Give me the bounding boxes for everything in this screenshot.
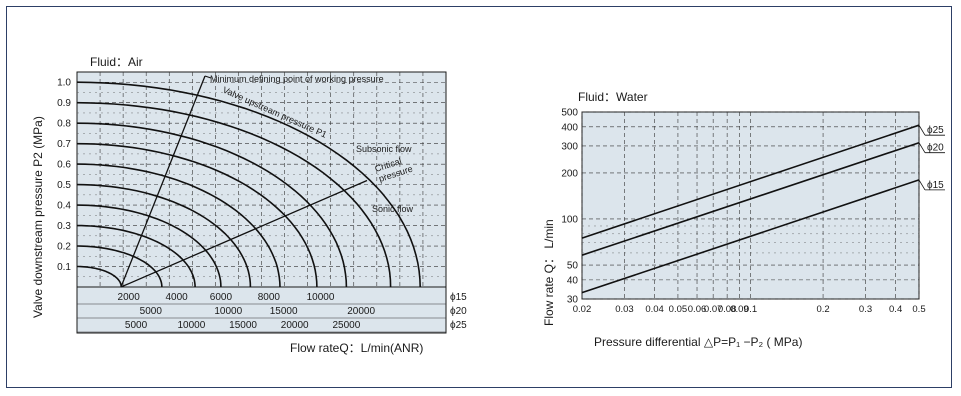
- air-y-ticks: 1.0 0.9 0.8 0.7 0.6 0.5 0.4 0.3 0.2 0.1: [57, 78, 71, 273]
- air-y-tick-label: 0.6: [57, 160, 71, 171]
- water-series-leader: [918, 124, 926, 136]
- water-y-tick-label: 50: [567, 261, 579, 272]
- water-x-tick-label: 0.2: [816, 304, 829, 315]
- flow-scale-tick-label: 5000: [125, 320, 148, 331]
- air-y-tick-label: 0.5: [57, 180, 71, 191]
- water-x-tick-label: 0.02: [573, 304, 592, 315]
- air-chart-title: Fluid：Air: [90, 55, 143, 69]
- water-y-tick-label: 200: [561, 168, 578, 179]
- water-y-tick-label: 40: [567, 275, 579, 286]
- air-y-tick-label: 0.4: [57, 201, 71, 212]
- water-y-axis-label: Flow rate Q： L/min: [542, 219, 556, 326]
- flow-scale-tick-label: 10000: [307, 292, 335, 303]
- water-x-tick-label: 0.09: [730, 304, 749, 315]
- water-chart-title: Fluid：Water: [578, 90, 648, 104]
- flow-scale-tick-label: 6000: [210, 292, 233, 303]
- water-x-tick-label: 0.3: [859, 304, 872, 315]
- water-x-tick-label: 0.04: [645, 304, 664, 315]
- air-y-tick-label: 0.8: [57, 119, 71, 130]
- water-series-label: ϕ25: [927, 125, 944, 136]
- air-flow-scales: 2000 4000 6000 8000 10000 ϕ15 5000 10000 15000 20…: [77, 292, 467, 333]
- flow-scale-tick-label: 10000: [214, 306, 242, 317]
- pressure-curve: [76, 101, 392, 288]
- water-y-tick-label: 100: [561, 214, 578, 225]
- water-series-leader: [918, 179, 926, 191]
- flow-scale-tick-label: 5000: [140, 306, 163, 317]
- flow-scale-tick-label: 10000: [177, 320, 205, 331]
- pressure-curve: [76, 142, 318, 288]
- water-x-axis-label: Pressure differential △P=P₁ −P₂ ( MPa): [594, 335, 802, 349]
- annotation-subsonic: Subsonic flow: [356, 144, 412, 154]
- min-working-pressure-line: [120, 75, 206, 288]
- water-series-line: [581, 141, 920, 256]
- pressure-curve: [76, 163, 281, 288]
- air-y-tick-label: 0.9: [57, 98, 71, 109]
- water-x-tick-label: 0.03: [615, 304, 634, 315]
- water-x-tick-label: 0.06: [688, 304, 707, 315]
- annotation-sonic: Sonic flow: [372, 204, 414, 214]
- water-x-tick-label: 0.05: [669, 304, 688, 315]
- pressure-curve: [76, 245, 163, 288]
- flow-scale-tick-label: 15000: [229, 320, 257, 331]
- flow-scale-tick-label: 2000: [118, 292, 141, 303]
- air-y-tick-label: 0.7: [57, 139, 71, 150]
- water-x-tick-label: 0.5: [912, 304, 925, 315]
- air-flow-scale-area: [76, 286, 447, 334]
- flow-scale-tick-label: 8000: [258, 292, 281, 303]
- air-y-tick-label: 1.0: [57, 78, 71, 89]
- air-y-tick-label: 0.3: [57, 221, 71, 232]
- water-y-tick-label: 300: [561, 141, 578, 152]
- water-x-tick-label: 0.07: [704, 304, 723, 315]
- air-curves: [76, 75, 421, 288]
- air-x-axis-label: Flow rateQ：L/min(ANR): [290, 341, 423, 355]
- air-y-tick-label: 0.1: [57, 262, 71, 273]
- flow-scale-name: ϕ15: [450, 292, 467, 303]
- water-x-tick-label: 0.1: [744, 304, 757, 315]
- pressure-curve: [76, 183, 252, 288]
- water-y-tick-label: 30: [567, 295, 579, 306]
- water-y-tick-label: 500: [561, 108, 578, 119]
- flow-scale-name: ϕ25: [450, 320, 467, 331]
- water-series-line: [581, 124, 920, 239]
- water-ticks: 0.02 0.03 0.04 0.05 0.060.070.080.090.1 0.2 0.…: [561, 108, 925, 316]
- air-y-tick-label: 0.2: [57, 242, 71, 253]
- water-series-label: ϕ20: [927, 143, 944, 154]
- air-y-axis-label: Valve downstream pressure P2 (MPa): [31, 116, 45, 318]
- water-y-tick-label: 400: [561, 122, 578, 133]
- annotation-min-point: Minimum defining point of working pressu…: [210, 74, 384, 84]
- pressure-curve: [76, 122, 348, 288]
- water-series-leader: [918, 142, 926, 153]
- flow-scale-tick-label: 20000: [281, 320, 309, 331]
- water-series-lines: ϕ25 ϕ20 ϕ15: [581, 124, 945, 294]
- water-series-label: ϕ15: [927, 180, 944, 191]
- pressure-curve: [77, 265, 123, 288]
- water-series-line: [581, 179, 920, 294]
- pressure-curve: [76, 204, 222, 288]
- water-x-tick-label: 0.4: [889, 304, 902, 315]
- min-point-leader: [204, 75, 212, 79]
- critical-pressure-line: [120, 179, 368, 288]
- flow-scale-tick-label: 15000: [270, 306, 298, 317]
- air-grid: [77, 72, 446, 287]
- pressure-curve: [76, 81, 421, 288]
- flow-scale-name: ϕ20: [450, 306, 467, 317]
- flow-scale-tick-label: 4000: [166, 292, 189, 303]
- flow-scale-tick-label: 20000: [347, 306, 375, 317]
- flow-scale-tick-label: 25000: [332, 320, 360, 331]
- pressure-curve: [77, 224, 196, 288]
- water-x-tick-label: 0.08: [718, 304, 737, 315]
